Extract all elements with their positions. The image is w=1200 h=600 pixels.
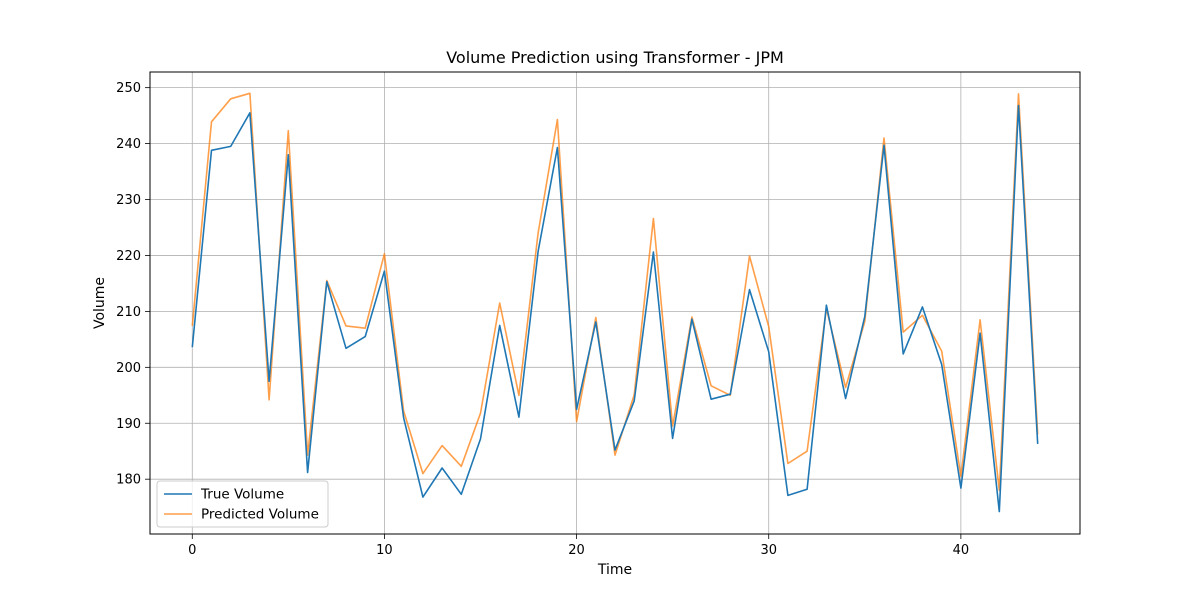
legend-label: Predicted Volume bbox=[201, 507, 319, 523]
y-tick-label: 220 bbox=[116, 249, 141, 264]
x-tick-label: 40 bbox=[953, 543, 970, 558]
series-layer bbox=[191, 92, 1039, 513]
legend: True Volume Predicted Volume bbox=[156, 480, 329, 528]
series-line-true-volume bbox=[191, 104, 1039, 513]
y-tick-label: 190 bbox=[116, 417, 141, 432]
y-tick-label: 250 bbox=[116, 81, 141, 96]
legend-box bbox=[156, 480, 329, 528]
x-axis-ticks: 0 10 20 30 40 bbox=[188, 534, 969, 558]
series-line-predicted-volume bbox=[191, 92, 1039, 492]
y-tick-label: 240 bbox=[116, 137, 141, 152]
legend-label: True Volume bbox=[200, 487, 284, 503]
y-axis-label: Volume bbox=[92, 277, 108, 329]
y-tick-label: 180 bbox=[116, 473, 141, 488]
x-tick-label: 30 bbox=[760, 543, 777, 558]
x-axis-label: Time bbox=[597, 562, 632, 578]
gridlines bbox=[150, 72, 1080, 534]
y-tick-label: 230 bbox=[116, 193, 141, 208]
y-axis-ticks: 180 190 200 210 220 230 240 250 bbox=[116, 81, 150, 488]
x-tick-label: 20 bbox=[568, 543, 585, 558]
y-tick-label: 200 bbox=[116, 361, 141, 376]
y-tick-label: 210 bbox=[116, 305, 141, 320]
x-tick-label: 10 bbox=[376, 543, 393, 558]
x-tick-label: 0 bbox=[188, 543, 196, 558]
chart-title: Volume Prediction using Transformer - JP… bbox=[446, 48, 784, 67]
plot-frame bbox=[149, 71, 1081, 535]
